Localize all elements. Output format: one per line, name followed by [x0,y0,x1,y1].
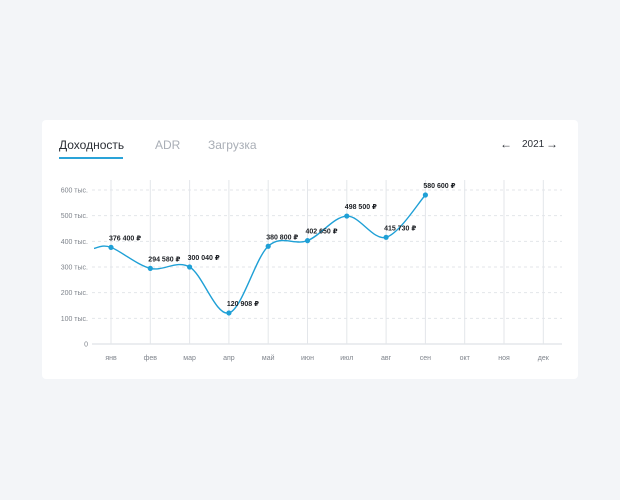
data-point [187,264,193,270]
data-label: 120 908 ₽ [227,301,259,308]
x-tick-label: дек [538,355,550,362]
revenue-line-chart: 0 100 тыс. 200 тыс. 300 тыс. 400 тыс. 500 тыс… [61,180,562,362]
arrow-right-icon[interactable]: → [546,137,558,151]
x-tick-label: май [262,354,275,362]
data-label: 294 580 ₽ [148,256,180,263]
data-label: 402 650 ₽ [306,229,338,236]
data-point [265,243,271,249]
x-tick-label: мар [183,355,196,362]
data-label: 415 730 ₽ [384,225,416,232]
data-point [344,213,350,219]
data-label: 380 800 ₽ [266,234,298,241]
data-point [226,310,232,316]
y-tick-label: 300 тыс. [61,265,88,272]
data-point [383,234,389,240]
tab-occupancy[interactable]: Загрузка [208,138,257,152]
data-label: 580 600 ₽ [423,183,455,190]
revenue-series-line [93,194,426,314]
year-navigator: ← 2021 → [500,137,558,154]
y-tick-label: 0 [84,342,88,349]
data-label: 376 400 ₽ [109,235,141,242]
x-tick-label: апр [223,355,235,362]
x-tick-label: июл [340,355,353,362]
y-tick-label: 500 тыс. [61,213,88,220]
data-label: 300 040 ₽ [188,255,220,262]
x-tick-label: июн [301,355,314,362]
x-tick-label: янв [105,355,117,362]
x-tick-label: окт [460,355,471,362]
y-tick-label: 600 тыс. [61,188,88,195]
y-tick-label: 200 тыс. [61,290,88,297]
data-point [108,244,114,250]
year-label: 2021 [522,139,545,150]
data-point [422,192,428,198]
arrow-left-icon[interactable]: ← [500,137,512,151]
data-point [304,238,311,244]
x-tick-label: авг [381,355,392,362]
revenue-card: Доходность ADR Загрузка ← 2021 → 0 100 ты… [42,120,578,379]
data-point [147,265,153,271]
y-tick-label: 100 тыс. [61,316,88,323]
x-tick-label: фев [144,355,158,362]
x-tick-label: ноя [498,355,510,362]
y-tick-label: 400 тыс. [61,239,88,246]
data-label: 498 500 ₽ [345,204,377,211]
x-tick-label: сен [420,355,431,362]
tab-adr[interactable]: ADR [155,138,181,152]
tab-revenue[interactable]: Доходность [59,138,125,152]
active-tab-underline [59,157,123,159]
